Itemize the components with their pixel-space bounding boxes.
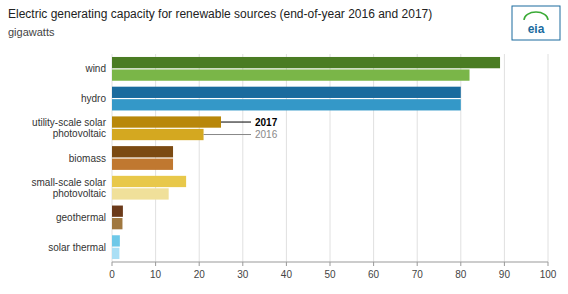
category-label-line: hydro (81, 93, 106, 104)
tick-mark (155, 262, 156, 266)
category-label: solar thermal (48, 242, 106, 253)
category-label-line: solar thermal (48, 242, 106, 253)
category-label-line: biomass (69, 153, 106, 164)
labels: windhydroutility-scale solarphotovoltaic… (32, 63, 107, 252)
legend-entry: 2016 (255, 129, 278, 140)
tick-label: 60 (368, 269, 380, 280)
title: Electric generating capacity for renewab… (8, 7, 432, 21)
bar (112, 146, 173, 157)
bar (112, 69, 470, 80)
category-label: utility-scale solarphotovoltaic (32, 117, 107, 139)
bar (112, 116, 221, 127)
grid-line (286, 54, 287, 262)
grid-line (155, 54, 156, 262)
bars (112, 57, 500, 259)
tick-label: 50 (324, 269, 336, 280)
bar (112, 99, 461, 110)
tick-mark (504, 262, 505, 266)
logo-frame (512, 6, 560, 40)
category-label-line: wind (84, 63, 106, 74)
subtitle: gigawatts (8, 26, 55, 38)
logo-arc (524, 12, 548, 20)
tick-mark (330, 262, 331, 266)
grid-line (330, 54, 331, 262)
grid (112, 54, 548, 262)
grid-line (504, 54, 505, 262)
grid-line (112, 54, 113, 262)
tick-label: 10 (150, 269, 162, 280)
legend-entry: 2017 (255, 117, 278, 128)
category-label: wind (84, 63, 106, 74)
tick-mark (242, 262, 243, 266)
bar (112, 248, 119, 259)
bar (112, 57, 500, 68)
tick-mark (286, 262, 287, 266)
category-label: biomass (69, 153, 106, 164)
tick-label: 80 (455, 269, 467, 280)
tick-label: 20 (194, 269, 206, 280)
tick-mark (460, 262, 461, 266)
legend-leader (221, 122, 251, 123)
x-axis-line (112, 262, 548, 263)
bar (112, 218, 122, 229)
category-label-line: utility-scale solar (32, 117, 107, 128)
grid-line (199, 54, 200, 262)
tick-label: 100 (540, 269, 557, 280)
category-label-line: photovoltaic (53, 128, 106, 139)
category-label: geothermal (56, 212, 106, 223)
grid-line (417, 54, 418, 262)
category-label: small-scale solarphotovoltaic (32, 177, 107, 199)
tick-mark (199, 262, 200, 266)
legend-leader (204, 134, 251, 135)
bar (112, 87, 461, 98)
logo: eia (512, 6, 560, 40)
tick-mark (548, 262, 549, 266)
tick-label: 30 (237, 269, 249, 280)
tick-mark (417, 262, 418, 266)
grid-line (373, 54, 374, 262)
chart: Electric generating capacity for renewab… (0, 0, 568, 294)
category-label: hydro (81, 93, 106, 104)
bar (112, 206, 123, 217)
bar (112, 235, 120, 246)
tick-label: 90 (499, 269, 511, 280)
grid-line (242, 54, 243, 262)
tick-label: 40 (281, 269, 293, 280)
category-label-line: geothermal (56, 212, 106, 223)
bar (112, 129, 204, 140)
bar (112, 159, 173, 170)
tick-label: 70 (412, 269, 424, 280)
grid-line (460, 54, 461, 262)
tick-mark (112, 262, 113, 266)
category-label-line: photovoltaic (53, 188, 106, 199)
bar (112, 176, 186, 187)
tick-mark (373, 262, 374, 266)
bar (112, 188, 169, 199)
grid-line (548, 54, 549, 262)
tick-label: 0 (109, 269, 115, 280)
logo-text: eia (528, 22, 545, 36)
category-label-line: small-scale solar (32, 177, 107, 188)
